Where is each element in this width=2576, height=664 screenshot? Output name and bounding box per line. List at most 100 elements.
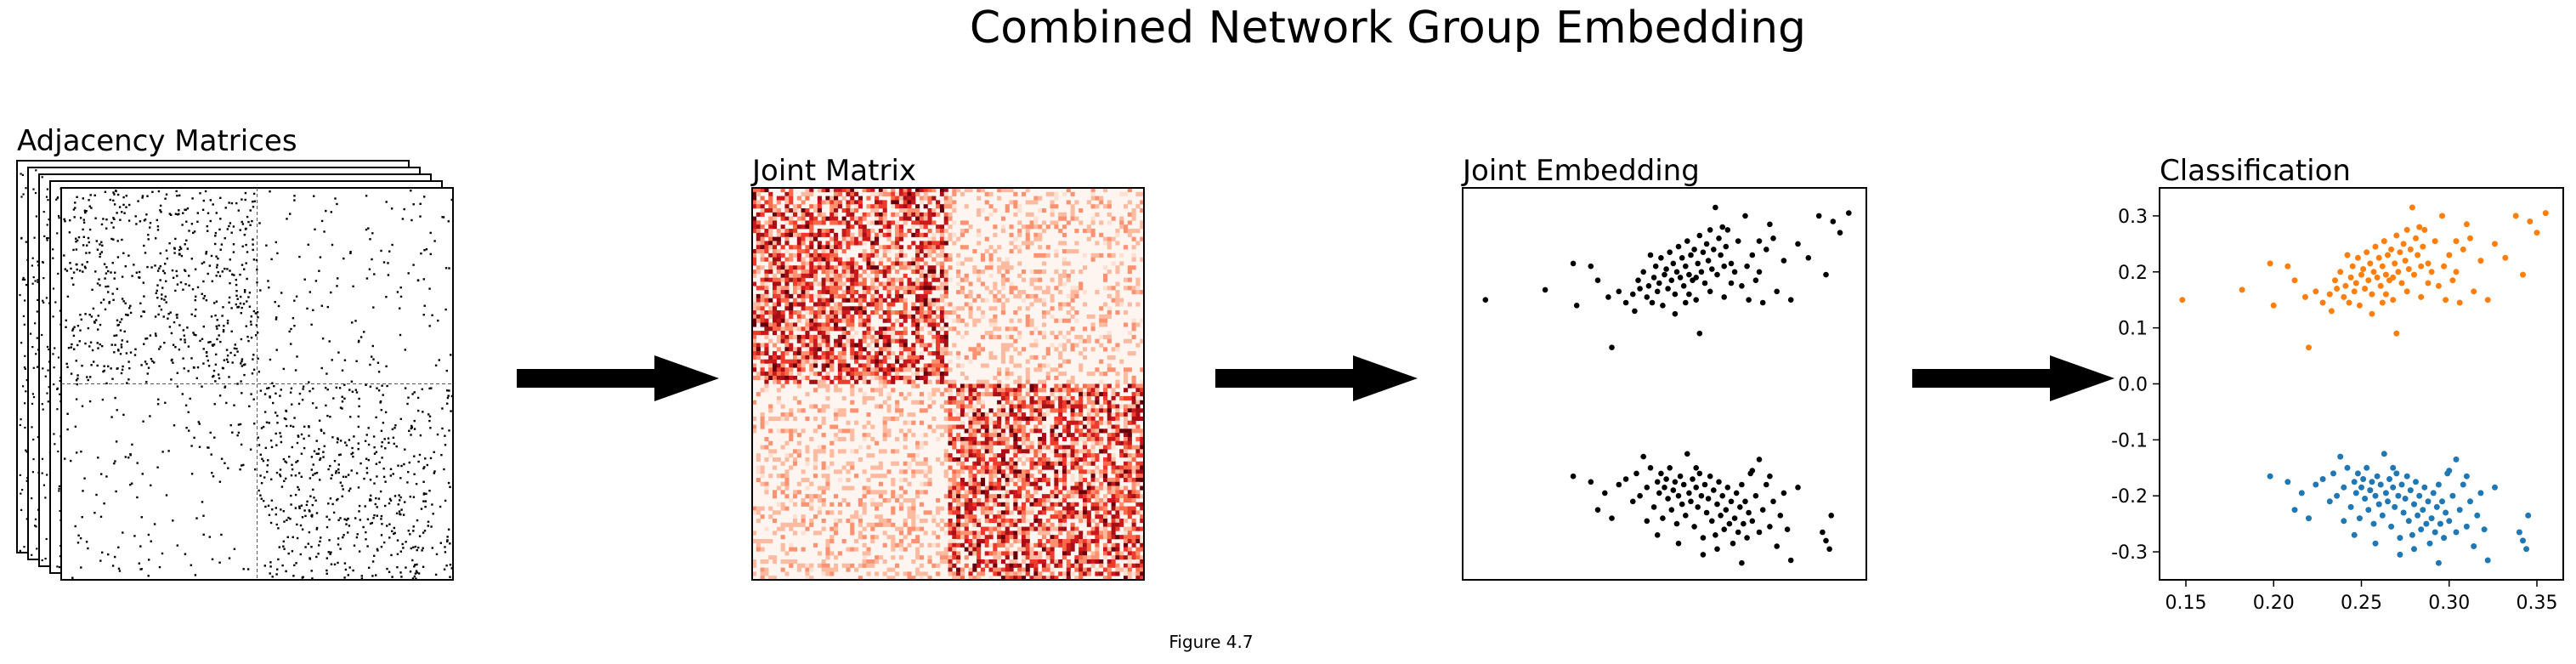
adjacency-edge-dot — [159, 204, 162, 207]
heatmap-cell — [1062, 372, 1067, 377]
adjacency-edge-dot — [430, 525, 433, 528]
heatmap-cell — [1038, 457, 1043, 463]
heatmap-cell — [927, 372, 932, 377]
heatmap-cell — [977, 400, 982, 405]
heatmap-cell — [1070, 286, 1075, 291]
adjacency-edge-dot — [347, 531, 349, 534]
heatmap-cell — [903, 433, 908, 438]
heatmap-cell — [1090, 469, 1096, 474]
adjacency-edge-dot — [417, 460, 420, 463]
adjacency-edge-dot — [244, 228, 247, 230]
adjacency-edge-dot — [290, 494, 292, 497]
heatmap-cell — [752, 249, 757, 254]
heatmap-cell — [854, 379, 859, 384]
adjacency-edge-dot — [25, 518, 28, 520]
heatmap-cell — [834, 343, 839, 348]
heatmap-cell — [1115, 347, 1120, 352]
adjacency-edge-dot — [313, 497, 315, 499]
adjacency-edge-dot — [385, 201, 388, 203]
heatmap-cell — [784, 322, 790, 327]
heatmap-cell — [1062, 453, 1067, 458]
heatmap-cell — [870, 347, 875, 352]
heatmap-cell — [862, 257, 867, 262]
heatmap-cell — [1079, 395, 1084, 401]
adjacency-edge-dot — [110, 367, 112, 370]
heatmap-cell — [870, 372, 875, 377]
heatmap-cell — [939, 424, 944, 429]
adjacency-edge-dot — [180, 254, 184, 258]
heatmap-cell — [784, 261, 790, 266]
heatmap-cell — [752, 216, 757, 221]
heatmap-cell — [907, 314, 912, 319]
heatmap-cell — [756, 392, 761, 397]
adjacency-edge-dot — [72, 334, 76, 338]
heatmap-cell — [834, 412, 839, 417]
heatmap-cell — [1070, 270, 1075, 275]
adjacency-edge-dot — [351, 321, 354, 324]
heatmap-cell — [898, 277, 903, 282]
heatmap-cell — [993, 334, 998, 339]
heatmap-cell — [882, 420, 887, 425]
adjacency-edge-dot — [208, 264, 212, 267]
adjacency-edge-dot — [433, 240, 436, 242]
heatmap-cell — [784, 216, 790, 221]
heatmap-cell — [1099, 372, 1104, 377]
heatmap-cell — [773, 273, 778, 278]
heatmap-cell — [858, 302, 863, 307]
heatmap-cell — [980, 404, 986, 409]
adjacency-edge-dot — [412, 203, 415, 206]
heatmap-cell — [931, 241, 937, 246]
heatmap-cell — [988, 355, 994, 360]
adjacency-edge-dot — [76, 325, 80, 327]
heatmap-cell — [903, 347, 908, 352]
heatmap-cell — [1009, 343, 1014, 348]
adjacency-edge-dot — [73, 216, 76, 218]
heatmap-cell — [1058, 331, 1063, 336]
heatmap-cell — [1127, 445, 1132, 450]
heatmap-cell — [984, 216, 989, 221]
heatmap-cell — [760, 236, 765, 241]
heatmap-cell — [801, 286, 806, 291]
heatmap-cell — [801, 216, 806, 221]
adjacency-edge-dot — [120, 372, 123, 375]
heatmap-cell — [1017, 232, 1022, 237]
adjacency-edge-dot — [155, 237, 157, 240]
adjacency-edge-dot — [191, 197, 194, 200]
heatmap-cell — [977, 232, 982, 237]
adjacency-edge-dot — [117, 546, 120, 548]
heatmap-cell — [1054, 424, 1059, 429]
heatmap-cell — [936, 273, 941, 278]
heatmap-cell — [956, 412, 961, 417]
heatmap-cell — [1079, 400, 1084, 405]
adjacency-edge-dot — [325, 209, 327, 213]
heatmap-cell — [866, 229, 871, 234]
heatmap-cell — [821, 253, 826, 258]
adjacency-edge-dot — [358, 550, 361, 553]
heatmap-cell — [850, 355, 855, 360]
heatmap-cell — [760, 375, 765, 380]
heatmap-cell — [841, 351, 846, 356]
heatmap-cell — [789, 465, 794, 470]
heatmap-cell — [882, 375, 887, 380]
heatmap-cell — [1058, 392, 1063, 397]
adjacency-edge-dot — [122, 300, 125, 303]
heatmap-cell — [784, 326, 790, 332]
heatmap-cell — [1140, 428, 1145, 434]
adjacency-edge-dot — [224, 237, 226, 240]
adjacency-edge-dot — [144, 252, 147, 254]
adjacency-edge-dot — [275, 392, 277, 394]
adjacency-edge-dot — [413, 391, 416, 394]
heatmap-cell — [988, 474, 994, 479]
heatmap-cell — [984, 424, 989, 429]
heatmap-cell — [1119, 220, 1124, 225]
heatmap-cell — [1115, 428, 1120, 434]
heatmap-cell — [1107, 416, 1112, 422]
adjacency-edge-dot — [301, 528, 304, 531]
heatmap-cell — [825, 359, 830, 364]
heatmap-cell — [948, 265, 953, 270]
heatmap-cell — [809, 367, 814, 372]
heatmap-cell — [1082, 440, 1088, 446]
adjacency-edge-dot — [259, 474, 262, 477]
heatmap-cell — [948, 302, 953, 307]
adjacency-edge-dot — [196, 366, 200, 369]
